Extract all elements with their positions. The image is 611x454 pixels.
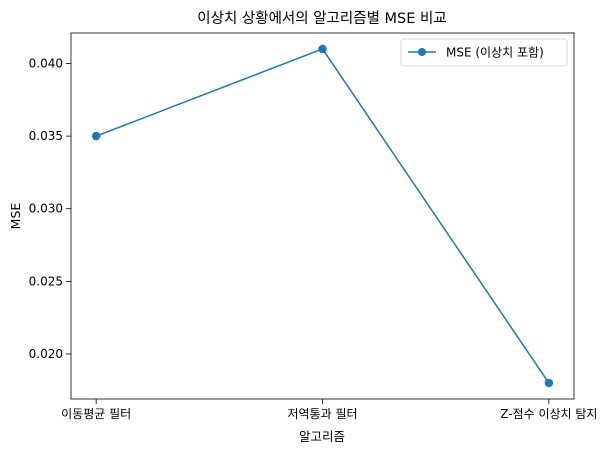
y-axis-label: MSE	[8, 203, 23, 230]
y-tick-label: 0.020	[29, 347, 63, 361]
y-tick-label: 0.030	[29, 202, 63, 216]
series-layer	[91, 44, 554, 388]
x-axis-ticks: 이동평균 필터 저역통과 필터 Z-점수 이상치 탐지	[61, 399, 597, 421]
y-tick-label: 0.025	[29, 274, 63, 288]
y-tick-label: 0.035	[29, 129, 63, 143]
chart-title: 이상치 상황에서의 알고리즘별 MSE 비교	[197, 10, 446, 27]
data-point	[318, 44, 327, 54]
legend-label: MSE (이상치 포함)	[446, 46, 544, 60]
series-line	[95, 48, 550, 384]
x-tick-label: 저역통과 필터	[287, 407, 357, 421]
plot-frame	[70, 32, 575, 400]
x-tick-label: Z-점수 이상치 탐지	[500, 407, 597, 421]
data-point	[91, 131, 101, 141]
legend-marker-swatch	[418, 48, 426, 56]
x-axis-label: 알고리즘	[299, 429, 345, 444]
x-tick-label: 이동평균 필터	[61, 407, 131, 421]
legend: MSE (이상치 포함)	[400, 38, 568, 67]
legend-box	[400, 38, 568, 67]
y-axis-ticks: 0.020 0.025 0.030 0.035 0.040	[29, 57, 71, 361]
data-point	[544, 378, 554, 388]
y-tick-label: 0.040	[29, 57, 63, 71]
